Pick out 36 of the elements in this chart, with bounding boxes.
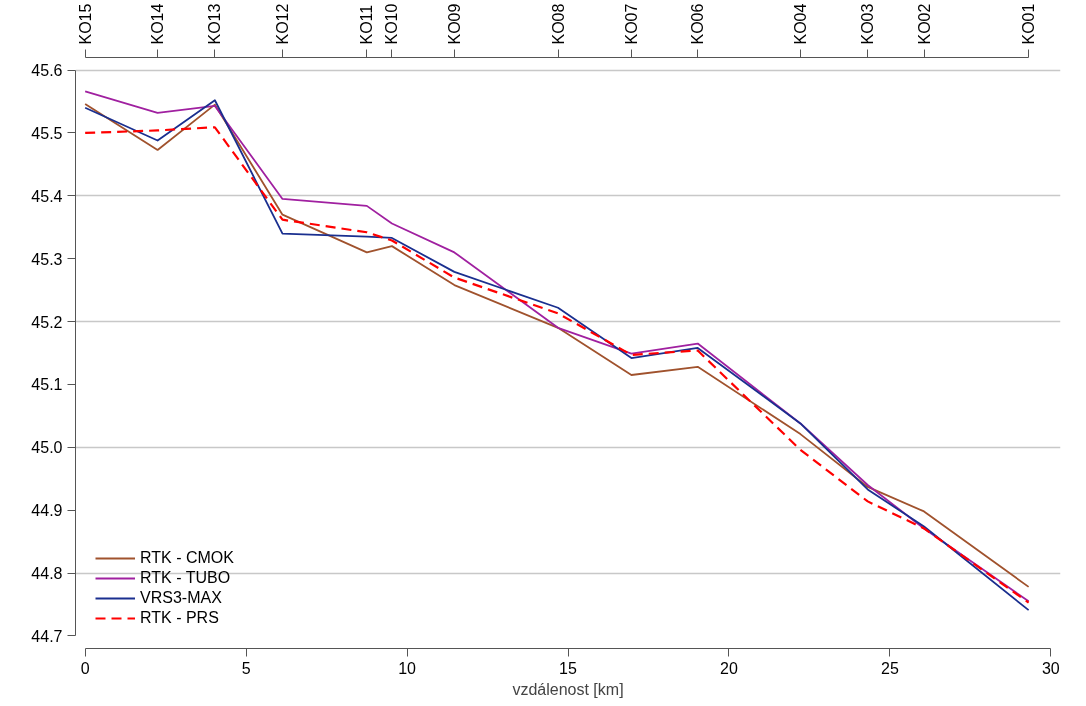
x-tick-label: 0 — [80, 659, 90, 677]
y-tick-label: 45.2 — [31, 313, 63, 331]
x-tick-label: 10 — [398, 659, 417, 677]
legend-label: RTK - CMOK — [140, 549, 234, 567]
y-tick-label: 44.8 — [31, 565, 63, 583]
x-tick-label: 20 — [720, 659, 738, 677]
y-tick-label: 45.0 — [31, 439, 63, 457]
y-tick-label: 45.6 — [31, 62, 63, 80]
annotation: KO04 — [791, 3, 809, 45]
annotation: KO06 — [689, 3, 707, 45]
annotation: KO03 — [859, 3, 877, 45]
annotation: KO07 — [622, 3, 640, 45]
annotation: KO10 — [383, 3, 401, 45]
annotation: KO02 — [915, 3, 933, 45]
x-axis-title: vzdálenost [km] — [512, 680, 624, 698]
legend-label: RTK - TUBO — [140, 569, 231, 587]
annotation: KO14 — [149, 3, 167, 45]
annotation: KO01 — [1020, 3, 1038, 45]
y-tick-label: 45.4 — [31, 187, 63, 205]
legend-label: VRS3-MAX — [140, 589, 222, 607]
annotation: KO11 — [358, 4, 376, 45]
annotation: KO13 — [206, 3, 224, 45]
annotation: KO08 — [549, 3, 567, 45]
annotation: KO12 — [273, 3, 291, 45]
annotation: KO09 — [445, 3, 463, 45]
y-tick-label: 45.5 — [31, 124, 63, 142]
x-tick-label: 5 — [241, 659, 251, 677]
y-tick-label: 44.7 — [31, 627, 63, 645]
y-tick-label: 45.3 — [31, 250, 63, 268]
y-tick-label: 45.1 — [31, 376, 63, 394]
y-tick-label: 44.9 — [31, 502, 63, 520]
x-tick-label: 15 — [559, 659, 577, 677]
x-tick-label: 30 — [1041, 659, 1060, 677]
x-tick-label: 25 — [881, 659, 899, 677]
annotation: KO15 — [76, 3, 94, 45]
legend-label: RTK - PRS — [140, 609, 219, 627]
